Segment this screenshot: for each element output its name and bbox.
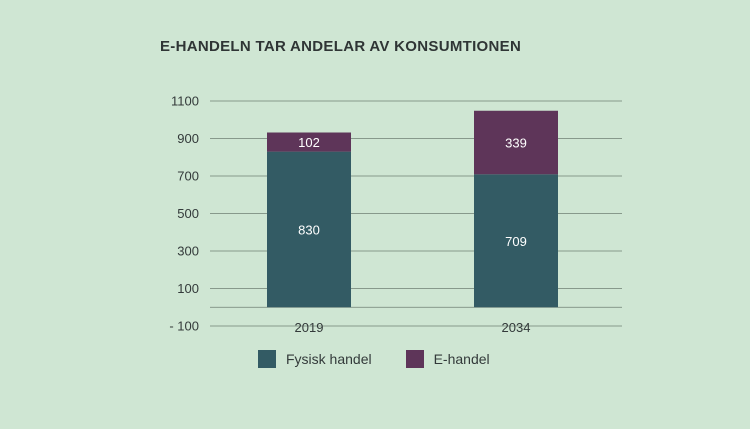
bar-segment <box>474 110 558 175</box>
bar-segment <box>267 132 351 152</box>
data-label: 102 <box>298 135 320 150</box>
legend-label-fysisk-handel: Fysisk handel <box>286 351 372 367</box>
chart-title: E-HANDELN TAR ANDELAR AV KONSUMTIONEN <box>160 38 522 55</box>
legend-label-e-handel: E-handel <box>433 351 490 367</box>
legend-item-e-handel: E-handel <box>405 350 490 368</box>
y-tick-label: 500 <box>177 206 199 221</box>
x-tick-label: 2019 <box>295 320 324 335</box>
legend-swatch-e-handel <box>405 350 424 368</box>
legend-swatch-fysisk-handel <box>258 350 276 368</box>
bar-segment <box>267 151 351 308</box>
data-label: 830 <box>298 222 320 237</box>
bar-segment <box>474 174 558 308</box>
legend-item-fysisk-handel: Fysisk handel <box>258 350 372 368</box>
y-tick-label: - 100 <box>169 319 199 334</box>
y-tick-label: 900 <box>177 131 199 146</box>
data-label: 339 <box>505 136 527 151</box>
y-tick-label: 300 <box>177 244 199 259</box>
y-tick-label: 1100 <box>171 94 199 109</box>
data-label: 709 <box>505 234 527 249</box>
x-tick-label: 2034 <box>502 320 531 335</box>
legend: Fysisk handel E-handel <box>258 350 490 368</box>
y-tick-label: 100 <box>177 281 199 296</box>
y-tick-label: 700 <box>177 169 199 184</box>
